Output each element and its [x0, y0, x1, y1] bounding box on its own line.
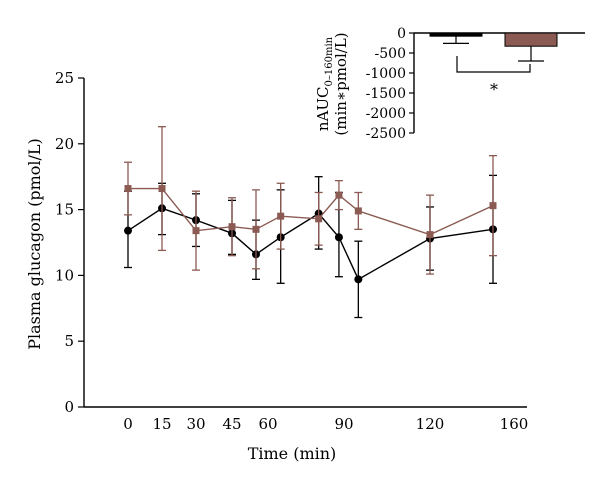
- inset-y-tick-label: -500: [375, 46, 406, 62]
- data-point: [354, 207, 362, 215]
- inset-bar: [429, 32, 483, 37]
- inset-y-title-units: (min∗pmol/L): [332, 32, 350, 135]
- data-point: [252, 225, 260, 233]
- series-2: [124, 126, 497, 275]
- y-tick-label: 15: [55, 201, 74, 219]
- inset-plot: 0 -500 -1000 -1500 -2000 -2500 * nAUC0–160min…: [314, 26, 585, 142]
- x-tick-label: 30: [186, 415, 205, 433]
- data-point: [124, 226, 132, 235]
- x-tick-label: 0: [123, 415, 133, 433]
- data-point: [315, 215, 323, 223]
- inset-y-tick-label: -2500: [366, 126, 406, 142]
- inset-y-title-main: nAUC: [314, 86, 332, 131]
- inset-y-ticks: 0 -500 -1000 -1500 -2000 -2500: [366, 26, 414, 142]
- inset-y-tick-label: -1000: [366, 66, 406, 82]
- y-tick-label: 20: [55, 135, 74, 153]
- inset-bars: [429, 32, 558, 62]
- y-tick-label: 10: [55, 266, 74, 284]
- data-point: [277, 212, 285, 220]
- x-tick-label: 120: [416, 415, 445, 433]
- x-tick-label: 15: [152, 415, 171, 433]
- data-point: [354, 275, 363, 284]
- y-tick-label: 5: [64, 332, 74, 350]
- y-axis-title: Plasma glucagon (pmol/L): [25, 138, 44, 350]
- significance-bracket: [456, 56, 531, 73]
- data-point: [426, 231, 434, 239]
- inset-y-title: nAUC0–160min (min∗pmol/L): [314, 32, 350, 135]
- y-tick-label: 0: [64, 398, 74, 416]
- x-tick-label: 60: [258, 415, 277, 433]
- data-point: [335, 191, 343, 199]
- x-tick-label: 45: [222, 415, 241, 433]
- y-ticks: 0 5 10 15 20 25: [55, 69, 84, 416]
- svg-text:nAUC0–160min: nAUC0–160min: [314, 36, 335, 131]
- series-line: [128, 187, 494, 236]
- series-1: [124, 174, 497, 319]
- y-tick-label: 25: [55, 69, 74, 87]
- inset-y-tick-label: -2000: [366, 106, 406, 122]
- inset-y-tick-label: -1500: [366, 86, 406, 102]
- data-point: [192, 227, 200, 235]
- data-point: [228, 223, 236, 231]
- data-point: [158, 185, 166, 193]
- x-tick-label: 160: [500, 415, 529, 433]
- data-point: [334, 233, 343, 242]
- x-ticks: 0 15 30 45 60 90 120 160: [123, 415, 528, 433]
- significance-asterisk: *: [490, 80, 498, 99]
- data-point: [489, 202, 497, 210]
- inset-y-tick-label: 0: [397, 26, 406, 42]
- series-layer: [124, 126, 497, 319]
- inset-bar: [504, 32, 558, 47]
- inset-y-title-sub: 0–160min: [324, 36, 335, 86]
- data-point: [124, 185, 132, 193]
- x-tick-label: 90: [334, 415, 353, 433]
- x-axis-title: Time (min): [248, 444, 337, 463]
